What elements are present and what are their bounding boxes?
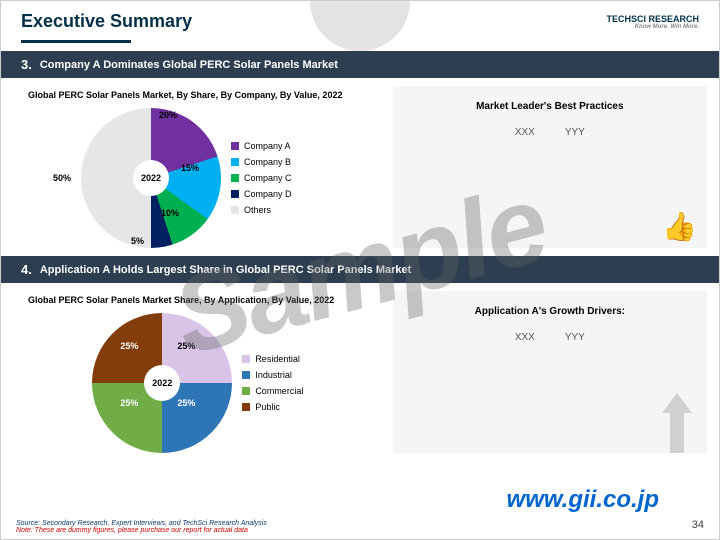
section3-chart-side: Global PERC Solar Panels Market, By Shar… <box>13 86 383 248</box>
footer: Source: Secondary Research, Expert Inter… <box>16 520 267 534</box>
legend-item: Company B <box>231 154 292 170</box>
logo-sub: Know More. Win More. <box>606 24 699 30</box>
pie4: 2022 25% 25% 25% 25% <box>92 313 232 453</box>
legend-swatch <box>242 387 250 395</box>
legend4: ResidentialIndustrialCommercialPublic <box>242 351 303 416</box>
arrow-up-icon <box>657 388 697 463</box>
logo: TECHSCI RESEARCH Know More. Win More. <box>606 14 699 30</box>
legend-swatch <box>231 206 239 214</box>
legend-swatch <box>242 403 250 411</box>
section4-header: 4. Application A Holds Largest Share in … <box>1 256 719 283</box>
pie3: 2022 20% 15% 10% 5% <box>81 108 221 248</box>
legend-swatch <box>231 158 239 166</box>
legend-item: Company C <box>231 170 292 186</box>
section4-chart-side: Global PERC Solar Panels Market Share, B… <box>13 291 383 453</box>
legend-item: Industrial <box>242 367 303 383</box>
legend-swatch <box>242 371 250 379</box>
header: Executive Summary TECHSCI RESEARCH Know … <box>1 1 719 37</box>
section3-panel-title: Market Leader's Best Practices <box>408 101 692 112</box>
legend3: Company ACompany BCompany CCompany DOthe… <box>231 138 292 219</box>
legend-item: Commercial <box>242 383 303 399</box>
pie4-center: 2022 <box>144 365 180 401</box>
page-number: 34 <box>692 519 704 531</box>
title-underline <box>21 40 131 43</box>
section3-num: 3. <box>21 57 32 72</box>
legend-item: Residential <box>242 351 303 367</box>
section4-panel-v2: YYY <box>565 332 585 343</box>
section3-panel-v1: XXX <box>515 127 535 138</box>
section3-panel-v2: YYY <box>565 127 585 138</box>
legend-swatch <box>231 142 239 150</box>
footer-note: Note: These are dummy figures, please pu… <box>16 527 267 534</box>
section4-panel: Application A's Growth Drivers: XXX YYY <box>393 291 707 453</box>
footer-source: Source: Secondary Research, Expert Inter… <box>16 520 267 527</box>
section4-heading: Application A Holds Largest Share in Glo… <box>40 264 411 276</box>
legend-swatch <box>231 174 239 182</box>
page-title: Executive Summary <box>21 11 192 32</box>
legend-swatch <box>231 190 239 198</box>
legend-item: Company D <box>231 186 292 202</box>
section3-header: 3. Company A Dominates Global PERC Solar… <box>1 51 719 78</box>
section3-chart-title: Global PERC Solar Panels Market, By Shar… <box>13 86 383 108</box>
section4-num: 4. <box>21 262 32 277</box>
legend-swatch <box>242 355 250 363</box>
url-text: www.gii.co.jp <box>507 486 659 514</box>
section3-heading: Company A Dominates Global PERC Solar Pa… <box>40 59 338 71</box>
section3-panel: Market Leader's Best Practices XXX YYY 👍 <box>393 86 707 248</box>
section4-panel-v1: XXX <box>515 332 535 343</box>
section4-body: Global PERC Solar Panels Market Share, B… <box>1 283 719 461</box>
legend-item: Public <box>242 399 303 415</box>
logo-main: TECHSCI RESEARCH <box>606 14 699 24</box>
pie3-center: 2022 <box>133 160 169 196</box>
legend-item: Company A <box>231 138 292 154</box>
pie3-label-others: 50% <box>53 173 71 183</box>
section4-chart-title: Global PERC Solar Panels Market Share, B… <box>13 291 383 313</box>
legend-item: Others <box>231 202 292 218</box>
thumbs-up-icon: 👍 <box>662 210 697 243</box>
section3-body: Global PERC Solar Panels Market, By Shar… <box>1 78 719 256</box>
section4-panel-title: Application A's Growth Drivers: <box>408 306 692 317</box>
